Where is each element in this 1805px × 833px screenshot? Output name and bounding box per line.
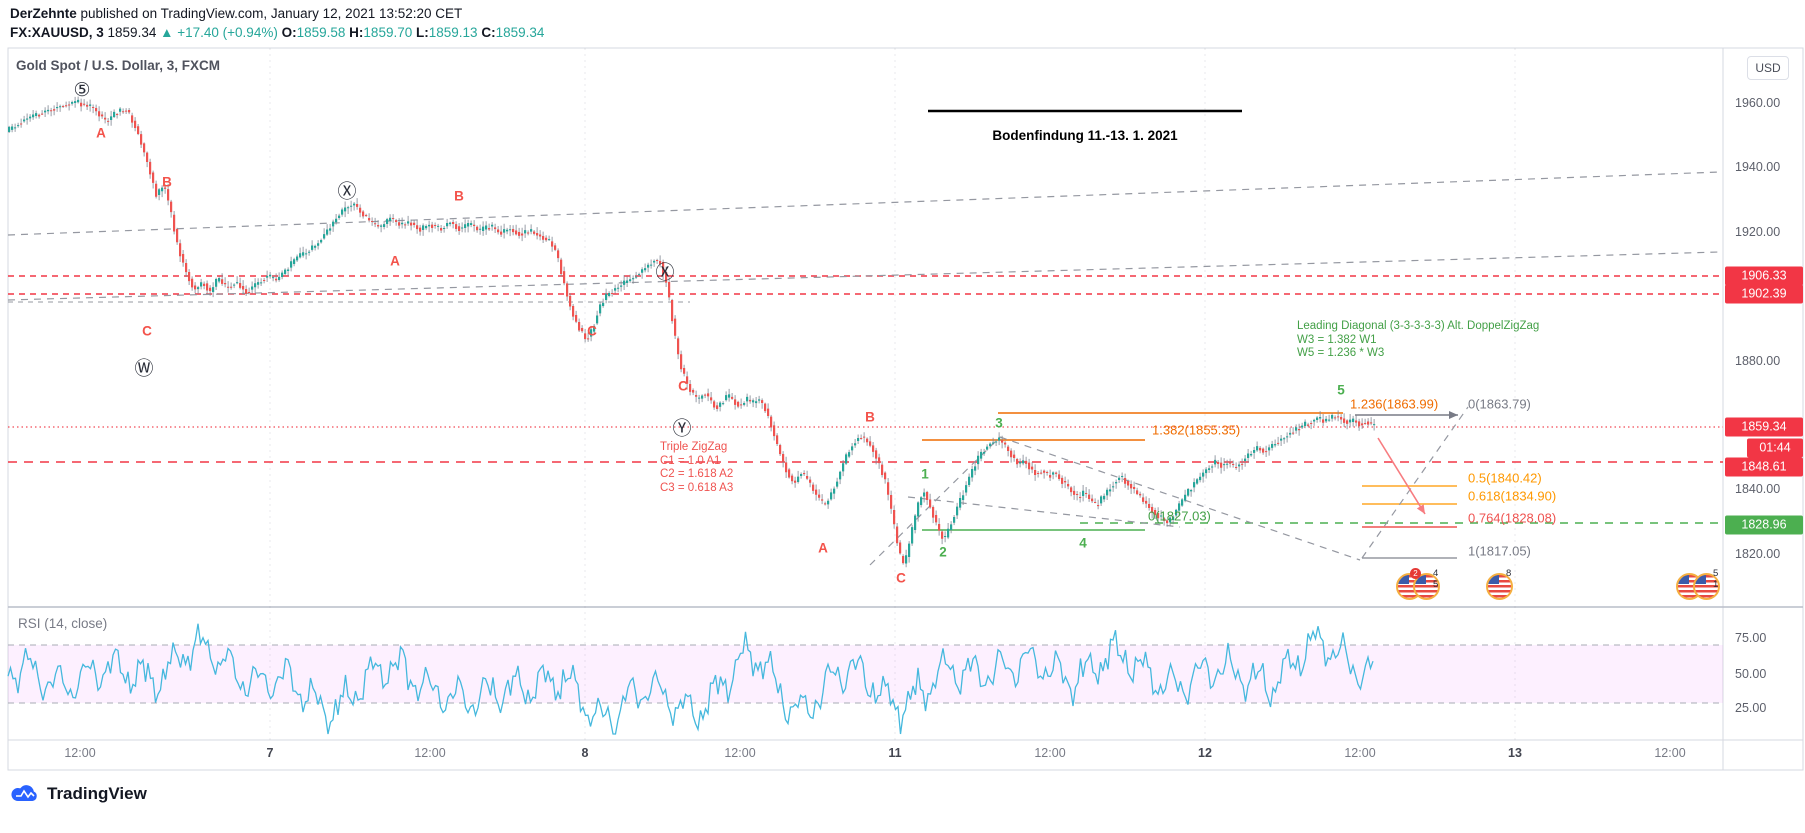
- wave-label[interactable]: A: [390, 253, 400, 269]
- fib-label[interactable]: 0(1827.03): [1148, 508, 1211, 524]
- rsi-tick: 50.00: [1735, 667, 1767, 681]
- wave-label[interactable]: C: [678, 378, 688, 394]
- rsi-plot: [7, 623, 1723, 735]
- price-tick: 1880.00: [1735, 354, 1781, 368]
- open-value: 1859.58: [296, 25, 346, 40]
- flag-count-label: 8: [1506, 568, 1512, 579]
- chart-legend[interactable]: Gold Spot / U.S. Dollar, 3, FXCM: [16, 58, 221, 73]
- time-tick[interactable]: 12: [1198, 746, 1212, 760]
- wave-label[interactable]: 1: [921, 466, 929, 482]
- high-value: 1859.70: [363, 25, 413, 40]
- time-tick[interactable]: 8: [581, 746, 589, 760]
- price-tick: 1840.00: [1735, 482, 1781, 496]
- price-tick: 1940.00: [1735, 160, 1781, 174]
- wave-label[interactable]: C: [142, 323, 152, 339]
- fib-label[interactable]: 1.236(1863.99): [1350, 396, 1439, 412]
- price-tick: 1960.00: [1735, 96, 1781, 110]
- wave-label[interactable]: B: [454, 188, 464, 204]
- wave-label[interactable]: Ⓧ: [337, 180, 357, 203]
- price-badge: 1906.33: [1725, 266, 1803, 286]
- countdown-badge: 01:44: [1747, 438, 1803, 458]
- tradingview-logo[interactable]: TradingView: [10, 784, 147, 804]
- time-tick[interactable]: 12:00: [1034, 746, 1066, 760]
- symbol-name[interactable]: FX:XAUUSD, 3: [10, 25, 104, 40]
- wave-label[interactable]: A: [96, 125, 106, 141]
- time-tick[interactable]: 11: [888, 746, 902, 760]
- wave-label[interactable]: Ⓧ: [655, 261, 675, 284]
- wave-label[interactable]: Ⓦ: [134, 357, 154, 380]
- wave-label[interactable]: 2: [939, 544, 947, 560]
- leading-diagonal-note[interactable]: Leading Diagonal (3-3-3-3-3) Alt. Doppel…: [1297, 320, 1540, 359]
- time-tick[interactable]: 7: [266, 746, 274, 760]
- wave-label[interactable]: C: [587, 323, 597, 339]
- fib-label[interactable]: 0.764(1828.08): [1468, 510, 1557, 526]
- wave-label[interactable]: 3: [995, 415, 1003, 431]
- price-badge: 1828.96: [1725, 515, 1803, 535]
- high-label: H:: [349, 25, 364, 40]
- price-badge: 1902.39: [1725, 284, 1803, 304]
- arrows: [1355, 411, 1458, 515]
- low-label: L:: [416, 25, 429, 40]
- price-change: +17.40 (+0.94%): [177, 25, 278, 40]
- wave-label[interactable]: A: [818, 540, 828, 556]
- fib-label[interactable]: 1(1817.05): [1468, 543, 1531, 559]
- fib-label[interactable]: 1.382(1855.35): [1152, 422, 1241, 438]
- flag-count-label: 4 5: [1433, 568, 1439, 590]
- wave-label[interactable]: B: [162, 174, 172, 190]
- time-tick[interactable]: 12:00: [1654, 746, 1686, 760]
- publish-line: DerZehnte published on TradingView.com, …: [10, 6, 462, 21]
- pane-frame: [7, 47, 1804, 771]
- wave-label[interactable]: ⑤: [73, 79, 91, 101]
- open-label: O:: [281, 25, 297, 40]
- wave-label[interactable]: Ⓨ: [672, 417, 692, 440]
- price-tick: 1820.00: [1735, 547, 1781, 561]
- currency-button[interactable]: USD: [1747, 56, 1789, 80]
- close-label: C:: [481, 25, 496, 40]
- price-tick: 1920.00: [1735, 225, 1781, 239]
- publish-info: published on TradingView.com, January 12…: [76, 6, 463, 21]
- news-flag-group[interactable]: 5 1: [1676, 568, 1726, 603]
- time-tick[interactable]: 12:00: [724, 746, 756, 760]
- us-flag-icon[interactable]: [1413, 573, 1440, 600]
- flag-count-badge: 2: [1410, 568, 1421, 579]
- author-name: DerZehnte: [10, 6, 77, 21]
- rsi-tick: 25.00: [1735, 701, 1767, 715]
- low-value: 1859.13: [428, 25, 478, 40]
- wave-label[interactable]: C: [896, 570, 906, 586]
- close-value: 1859.34: [495, 25, 545, 40]
- rsi-tick: 75.00: [1735, 631, 1767, 645]
- last-price: 1859.34: [107, 25, 157, 40]
- cloud-icon: [11, 785, 37, 802]
- news-flag-group[interactable]: 8: [1486, 568, 1518, 603]
- bodenfindung-text[interactable]: Bodenfindung 11.-13. 1. 2021: [992, 128, 1178, 143]
- wave-label[interactable]: B: [865, 409, 875, 425]
- flag-count-label: 5 1: [1713, 568, 1719, 590]
- symbol-status-line: FX:XAUUSD, 3 1859.34 ▲ +17.40 (+0.94%) O…: [10, 25, 544, 40]
- price-badge: 1848.61: [1725, 457, 1803, 477]
- fib-label[interactable]: 0.618(1834.90): [1468, 488, 1557, 504]
- triple-zigzag-note[interactable]: Triple ZigZag C1 = 1.0 A1 C2 = 1.618 A2 …: [660, 441, 734, 494]
- fib-label[interactable]: 0.5(1840.42): [1468, 470, 1542, 486]
- time-tick[interactable]: 12:00: [64, 746, 96, 760]
- time-tick[interactable]: 13: [1508, 746, 1522, 760]
- up-arrow-icon: ▲: [160, 25, 174, 40]
- time-tick[interactable]: 12:00: [414, 746, 446, 760]
- rsi-legend[interactable]: RSI (14, close): [18, 616, 108, 631]
- trendlines[interactable]: [7, 171, 1721, 566]
- logo-text: TradingView: [47, 784, 147, 803]
- price-badge: 1859.34: [1725, 417, 1803, 437]
- candlesticks: [8, 96, 1376, 568]
- news-flag-group[interactable]: 2 4 5: [1396, 568, 1446, 603]
- us-flag-icon[interactable]: [1486, 573, 1513, 600]
- wave-label[interactable]: 4: [1079, 535, 1087, 551]
- us-flag-icon[interactable]: [1693, 573, 1720, 600]
- wave-label[interactable]: 5: [1337, 382, 1345, 398]
- level-lines[interactable]: [8, 109, 1723, 559]
- time-tick[interactable]: 12:00: [1344, 746, 1376, 760]
- fib-label[interactable]: 0(1863.79): [1468, 396, 1531, 412]
- session-gridlines: [269, 48, 1516, 740]
